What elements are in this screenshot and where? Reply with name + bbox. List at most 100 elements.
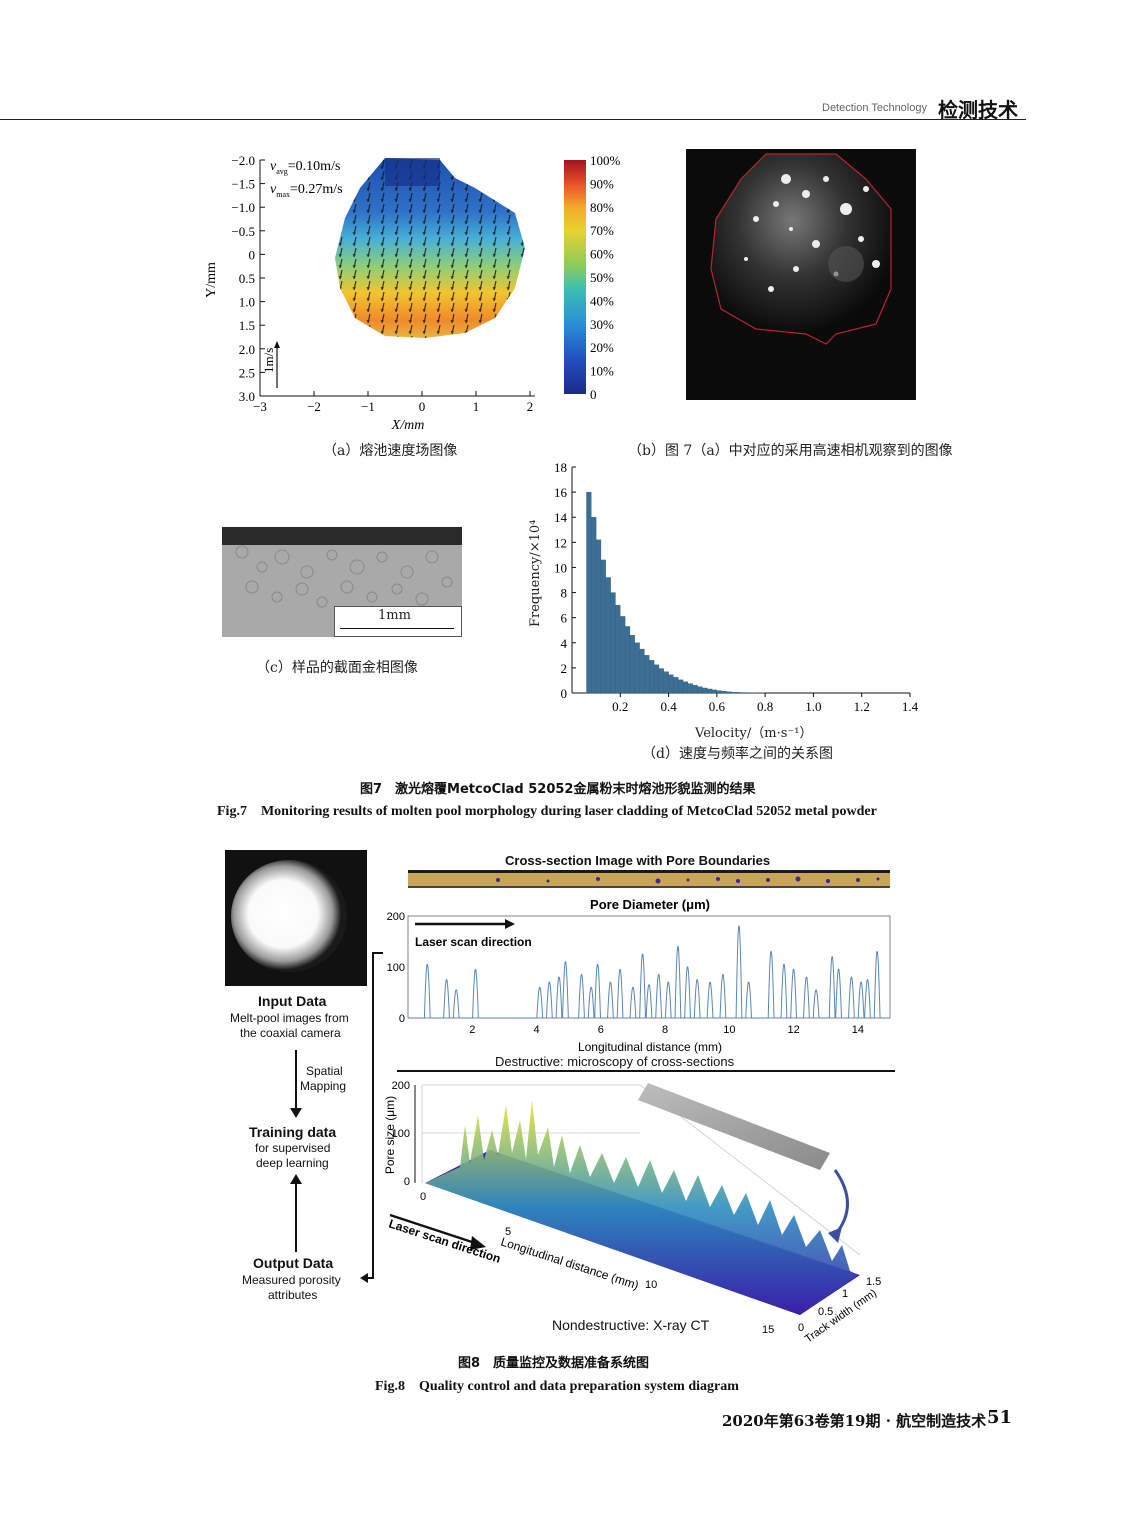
output-data-desc1: Measured porosity [242, 1273, 341, 1287]
pore-ytick: 200 [387, 911, 405, 923]
fig7a-y-ticks: −2.0 −1.5 −1.0 −0.5 0 0.5 1.0 1.5 2.0 2.5 3.0 [231, 153, 265, 404]
ct-ztick-15: 1.5 [866, 1276, 881, 1288]
scale-label: 1m/s [261, 348, 276, 373]
fig7b-camera-image [686, 149, 916, 400]
v-max-value: =0.27m/s [290, 182, 343, 197]
header-english: Detection Technology [822, 102, 927, 114]
fig7a-xlabel: X/mm [391, 418, 425, 433]
histogram-bar [687, 683, 693, 694]
ct-xtick-5: 5 [505, 1226, 511, 1238]
fig7d-xtick: 0.8 [757, 699, 773, 714]
fig7a-ytick: −1.5 [231, 177, 255, 192]
svg-text:vmax=0.27m/s: vmax=0.27m/s [270, 182, 343, 199]
fig7c-scale-bar [340, 628, 454, 629]
histogram-bar [653, 664, 660, 694]
fig7a-xtick: 0 [419, 399, 426, 414]
ct-scan-label: Laser scan direction [387, 1217, 502, 1266]
pore-chart-title: Pore Diameter (μm) [590, 897, 710, 912]
bracket-connector [360, 952, 383, 1283]
fig7a-xtick: 1 [473, 399, 480, 414]
fig7a-ytick: 1.5 [239, 318, 255, 333]
nondestructive-label: Nondestructive: X-ray CT [552, 1317, 710, 1333]
fig7a-ytick: 0 [249, 247, 256, 262]
header-rule [0, 119, 1026, 120]
spatial-label1: Spatial [306, 1064, 343, 1078]
fig7a-x-ticks: −3 −2 −1 0 1 2 [253, 391, 533, 414]
fig7a-ytick: 1.0 [239, 295, 255, 310]
training-data-desc1: for supervised [255, 1141, 331, 1155]
histogram-bar [634, 642, 640, 694]
ct-ytick-200: 200 [392, 1080, 410, 1092]
pore-xtick: 4 [533, 1024, 539, 1036]
v-avg-value: =0.10m/s [288, 159, 341, 174]
fig7d-ytick: 2 [561, 661, 568, 676]
v-avg-symbol: v [270, 159, 277, 174]
fig7d-ytick: 10 [554, 560, 567, 575]
colorbar-tick: 20% [590, 340, 614, 355]
spatial-label2: Mapping [300, 1079, 347, 1093]
ct-xtick-15: 15 [762, 1324, 774, 1336]
histogram-bar [702, 687, 708, 694]
fig7d-ytick: 14 [554, 510, 568, 525]
ct-xtick-10: 10 [645, 1279, 657, 1291]
input-data-desc1: Melt-pool images from [230, 1011, 349, 1025]
fig7d-histogram: 0.2 0.4 0.6 0.8 1.0 1.2 1.4 0 2 4 6 8 10 12 14 16 18 [554, 460, 919, 714]
colorbar-tick: 30% [590, 317, 614, 332]
melt-pool-input-image [225, 850, 367, 986]
fig7a-xtick: −2 [307, 399, 321, 414]
histogram-bar [615, 604, 621, 694]
velocity-arrows [335, 158, 525, 338]
fig7c-caption: （c）样品的截面金相图像 [256, 660, 418, 676]
histogram-bar [707, 688, 713, 694]
divider-line [397, 1070, 895, 1072]
output-data-title: Output Data [253, 1255, 334, 1271]
colorbar-tick: 10% [590, 364, 614, 379]
histogram-bar [697, 686, 703, 694]
histogram-bar [726, 691, 732, 694]
fig7a-ytick: 3.0 [239, 389, 255, 404]
pore-xtick: 10 [723, 1024, 735, 1036]
fig7a-colorbar: 100% 90% 80% 70% 60% 50% 40% 30% 20% 10% 0 [564, 153, 621, 402]
fig7a-xtick: −1 [361, 399, 375, 414]
fig7d-xtick: 0.2 [612, 699, 628, 714]
histogram-bar [644, 655, 650, 694]
fig7a-xtick: 2 [527, 399, 534, 414]
ct-3d-plot: 200 100 0 Pore size (μm) Laser scan dire… [383, 1080, 881, 1345]
histogram-bar [711, 689, 718, 694]
fig7a-xtick: −3 [253, 399, 267, 414]
histogram-bar [716, 690, 722, 694]
histogram-bar [736, 692, 742, 694]
histogram-bar [600, 559, 606, 694]
arrow-down [290, 1050, 302, 1118]
footer-journal: 2020年第63卷第19期 · 航空制造技术 [722, 1412, 987, 1430]
colorbar-tick: 80% [590, 200, 614, 215]
header-chinese: 检测技术 [938, 98, 1018, 122]
colorbar-tick: 90% [590, 176, 614, 191]
colorbar-ticks: 100% 90% 80% 70% 60% 50% 40% 30% 20% 10% 0 [590, 153, 621, 402]
histogram-bar [591, 517, 597, 694]
histogram-bar [620, 616, 626, 694]
histogram-bar [639, 648, 645, 694]
fig7-title-en: Fig.7 Monitoring results of molten pool … [217, 804, 877, 819]
fig7c-metallograph: 1mm [222, 527, 462, 637]
fig7d-ytick: 4 [561, 636, 568, 651]
histogram-bar [605, 577, 611, 694]
input-data-title: Input Data [258, 993, 327, 1009]
pore-xtick: 6 [598, 1024, 604, 1036]
fig7a-ytick: 0.5 [239, 271, 255, 286]
pore-chart-annotation: Laser scan direction [415, 935, 532, 949]
pore-ytick: 0 [399, 1013, 405, 1025]
ct-ylabel: Pore size (μm) [383, 1096, 397, 1174]
histogram-bar [721, 691, 727, 694]
colorbar-tick: 50% [590, 270, 614, 285]
ct-ztick-0: 0 [798, 1322, 804, 1334]
fig7d-ytick: 0 [561, 686, 568, 701]
ct-xtick-0: 0 [420, 1191, 426, 1203]
page-number: 51 [987, 1407, 1013, 1428]
fig7c-scale-label: 1mm [378, 608, 411, 623]
colorbar-tick: 100% [590, 153, 621, 168]
ct-ztick-05: 0.5 [818, 1306, 833, 1318]
fig7d-ytick: 18 [554, 460, 567, 475]
colorbar-tick: 40% [590, 293, 614, 308]
training-data-desc2: deep learning [256, 1156, 329, 1170]
